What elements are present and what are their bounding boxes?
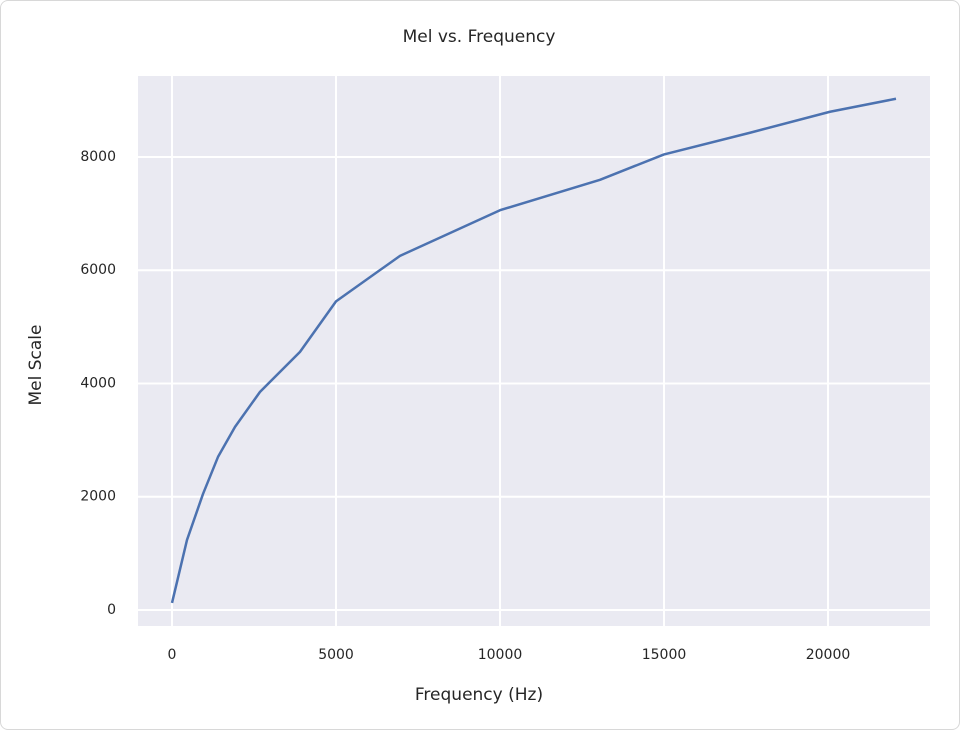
y-axis-label: Mel Scale [26, 325, 46, 406]
x-tick-label: 20000 [806, 647, 851, 663]
x-tick-label: 10000 [478, 647, 523, 663]
y-tick-label: 4000 [80, 375, 116, 391]
plot-area [138, 76, 930, 626]
x-axis-label: Frequency (Hz) [415, 685, 543, 705]
y-tick-label: 0 [107, 602, 116, 618]
y-tick-label: 8000 [80, 149, 116, 165]
x-tick-label: 5000 [318, 647, 354, 663]
data-line [170, 97, 897, 604]
x-tick-label: 15000 [642, 647, 687, 663]
x-tick-label: 0 [168, 647, 177, 663]
y-tick-label: 2000 [80, 489, 116, 505]
chart-title: Mel vs. Frequency [403, 27, 556, 47]
y-tick-label: 6000 [80, 262, 116, 278]
